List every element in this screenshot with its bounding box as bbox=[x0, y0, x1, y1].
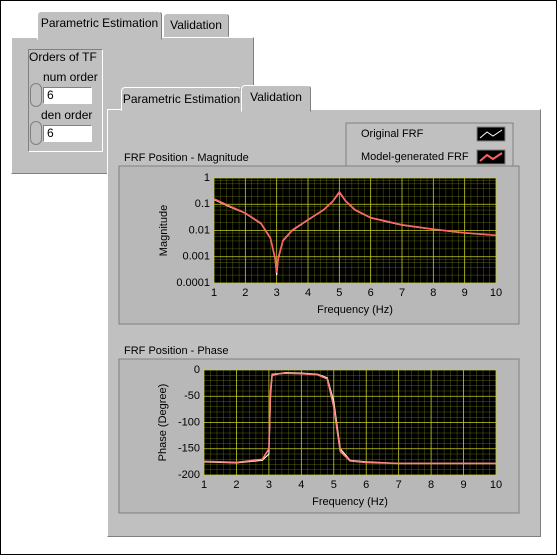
chart-title: FRF Position - Magnitude bbox=[124, 152, 249, 164]
x-tick-label: 1 bbox=[201, 479, 207, 491]
legend-label: Original FRF bbox=[361, 128, 424, 140]
field-label: den order bbox=[41, 108, 93, 122]
x-tick-label: 6 bbox=[368, 287, 374, 299]
x-tick-label: 8 bbox=[430, 287, 436, 299]
x-tick-label: 7 bbox=[396, 479, 402, 491]
x-tick-label: 6 bbox=[363, 479, 369, 491]
y-axis-label: Magnitude bbox=[158, 205, 170, 256]
spinner[interactable] bbox=[30, 83, 42, 107]
legend-line bbox=[479, 129, 503, 139]
x-tick-label: 10 bbox=[490, 287, 502, 299]
x-axis-label: Frequency (Hz) bbox=[317, 304, 393, 316]
legend-line bbox=[479, 152, 503, 162]
x-tick-label: 9 bbox=[460, 479, 466, 491]
tab[interactable]: Parametric Estimation bbox=[37, 11, 162, 40]
field-label: num order bbox=[43, 70, 98, 84]
tab[interactable]: Parametric Estimation bbox=[121, 87, 242, 111]
chart-title: FRF Position - Phase bbox=[124, 345, 229, 357]
data-line bbox=[213, 190, 497, 273]
x-tick-label: 5 bbox=[336, 287, 342, 299]
x-axis-label: Frequency (Hz) bbox=[312, 496, 388, 508]
y-tick-label: 0.01 bbox=[189, 224, 210, 236]
group-label: Orders of TF bbox=[29, 50, 97, 64]
y-tick-label: -200 bbox=[178, 469, 200, 481]
numeric-input[interactable]: 6 bbox=[43, 125, 92, 142]
numeric-input[interactable]: 6 bbox=[43, 87, 92, 104]
x-tick-label: 3 bbox=[266, 479, 272, 491]
y-tick-label: -100 bbox=[178, 416, 200, 428]
y-axis-label: Phase (Degree) bbox=[157, 384, 169, 462]
y-tick-label: 0.0001 bbox=[176, 277, 210, 289]
x-tick-label: 5 bbox=[331, 479, 337, 491]
x-tick-label: 8 bbox=[428, 479, 434, 491]
y-tick-label: 0.001 bbox=[182, 251, 210, 263]
x-tick-label: 1 bbox=[211, 287, 217, 299]
y-tick-label: 0 bbox=[194, 364, 200, 376]
tab[interactable]: Validation bbox=[163, 13, 229, 37]
legend-label: Model-generated FRF bbox=[361, 151, 469, 163]
y-tick-label: 1 bbox=[204, 172, 210, 184]
spinner[interactable] bbox=[30, 121, 42, 145]
x-tick-label: 9 bbox=[462, 287, 468, 299]
y-tick-label: -50 bbox=[184, 390, 200, 402]
data-line bbox=[203, 372, 496, 465]
x-tick-label: 2 bbox=[233, 479, 239, 491]
tab[interactable]: Validation bbox=[241, 85, 311, 112]
y-tick-label: -150 bbox=[178, 443, 200, 455]
x-tick-label: 10 bbox=[490, 479, 502, 491]
x-tick-label: 3 bbox=[274, 287, 280, 299]
x-tick-label: 2 bbox=[242, 287, 248, 299]
group-box bbox=[28, 49, 103, 152]
y-tick-label: 0.1 bbox=[195, 198, 210, 210]
x-tick-label: 4 bbox=[298, 479, 304, 491]
x-tick-label: 7 bbox=[399, 287, 405, 299]
x-tick-label: 4 bbox=[305, 287, 311, 299]
legend-swatch bbox=[476, 126, 506, 142]
